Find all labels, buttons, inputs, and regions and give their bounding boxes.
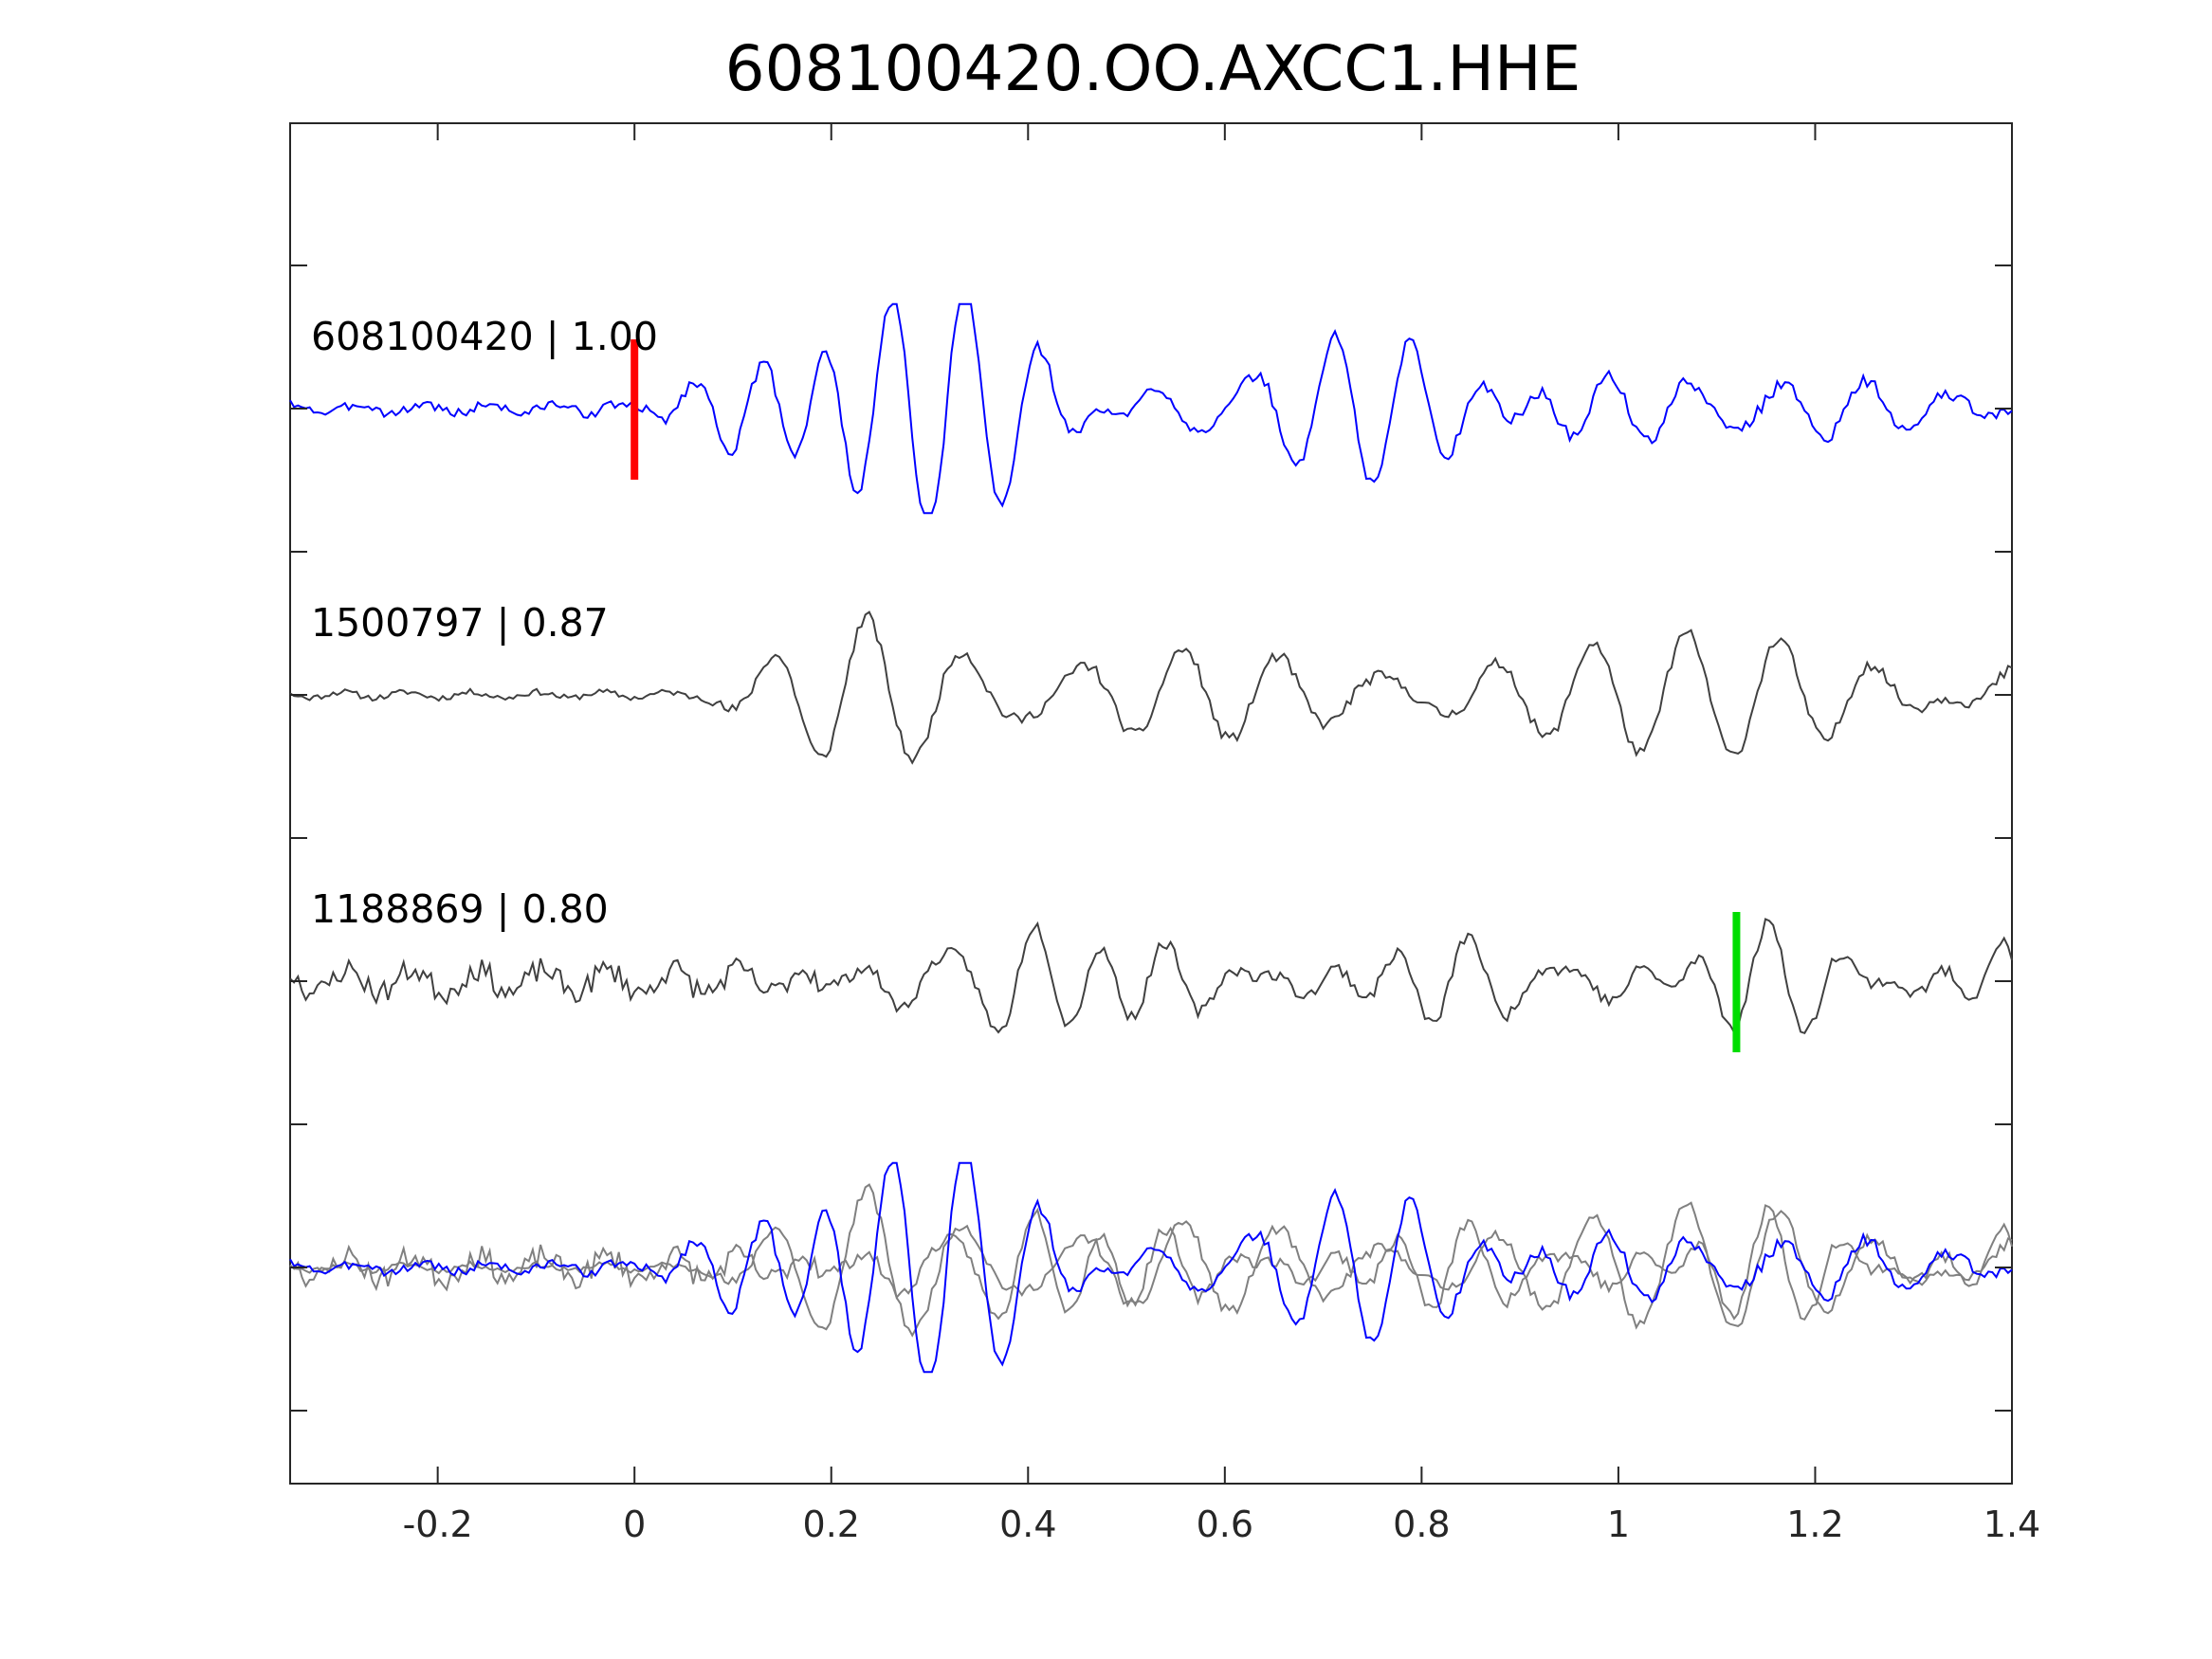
traces-layer: [289, 302, 2013, 1374]
trace-labels: 608100420 | 1.00 1500797 | 0.87 1188869 | …: [311, 314, 658, 932]
trace-1188869: [289, 918, 2013, 1035]
overlay-trace-1188869: [289, 1204, 2013, 1322]
x-tick-label: 0.4: [999, 1504, 1056, 1545]
trace-label: 1188869 | 0.80: [311, 886, 609, 932]
trace-608100420: [289, 302, 2013, 515]
pick-markers: [631, 339, 1741, 1052]
trace-label: 608100420 | 1.00: [311, 314, 658, 359]
trace-1500797: [289, 611, 2013, 765]
axes-box: [289, 122, 2013, 1485]
chart-title: 608100420.OO.AXCC1.HHE: [725, 32, 1581, 105]
trace-label: 1500797 | 0.87: [311, 600, 609, 646]
x-tick-label: 1.4: [1983, 1504, 2040, 1545]
overlay-trace-1500797: [289, 1183, 2013, 1338]
x-tick-label: 0: [623, 1504, 646, 1545]
x-tick-label: 0.8: [1393, 1504, 1450, 1545]
x-tick-label: 1.2: [1786, 1504, 1843, 1545]
overlay-trace-608100420: [289, 1161, 2013, 1374]
x-tick-label: 0.6: [1197, 1504, 1253, 1545]
plot-area: [289, 122, 2013, 1485]
x-tick-label: 0.2: [803, 1504, 860, 1545]
x-axis-ticks: -0.2 0 0.2 0.4 0.6 0.8 1 1.2 1.4: [290, 123, 2040, 1545]
x-tick-label: -0.2: [403, 1504, 473, 1545]
x-tick-label: 1: [1607, 1504, 1630, 1545]
